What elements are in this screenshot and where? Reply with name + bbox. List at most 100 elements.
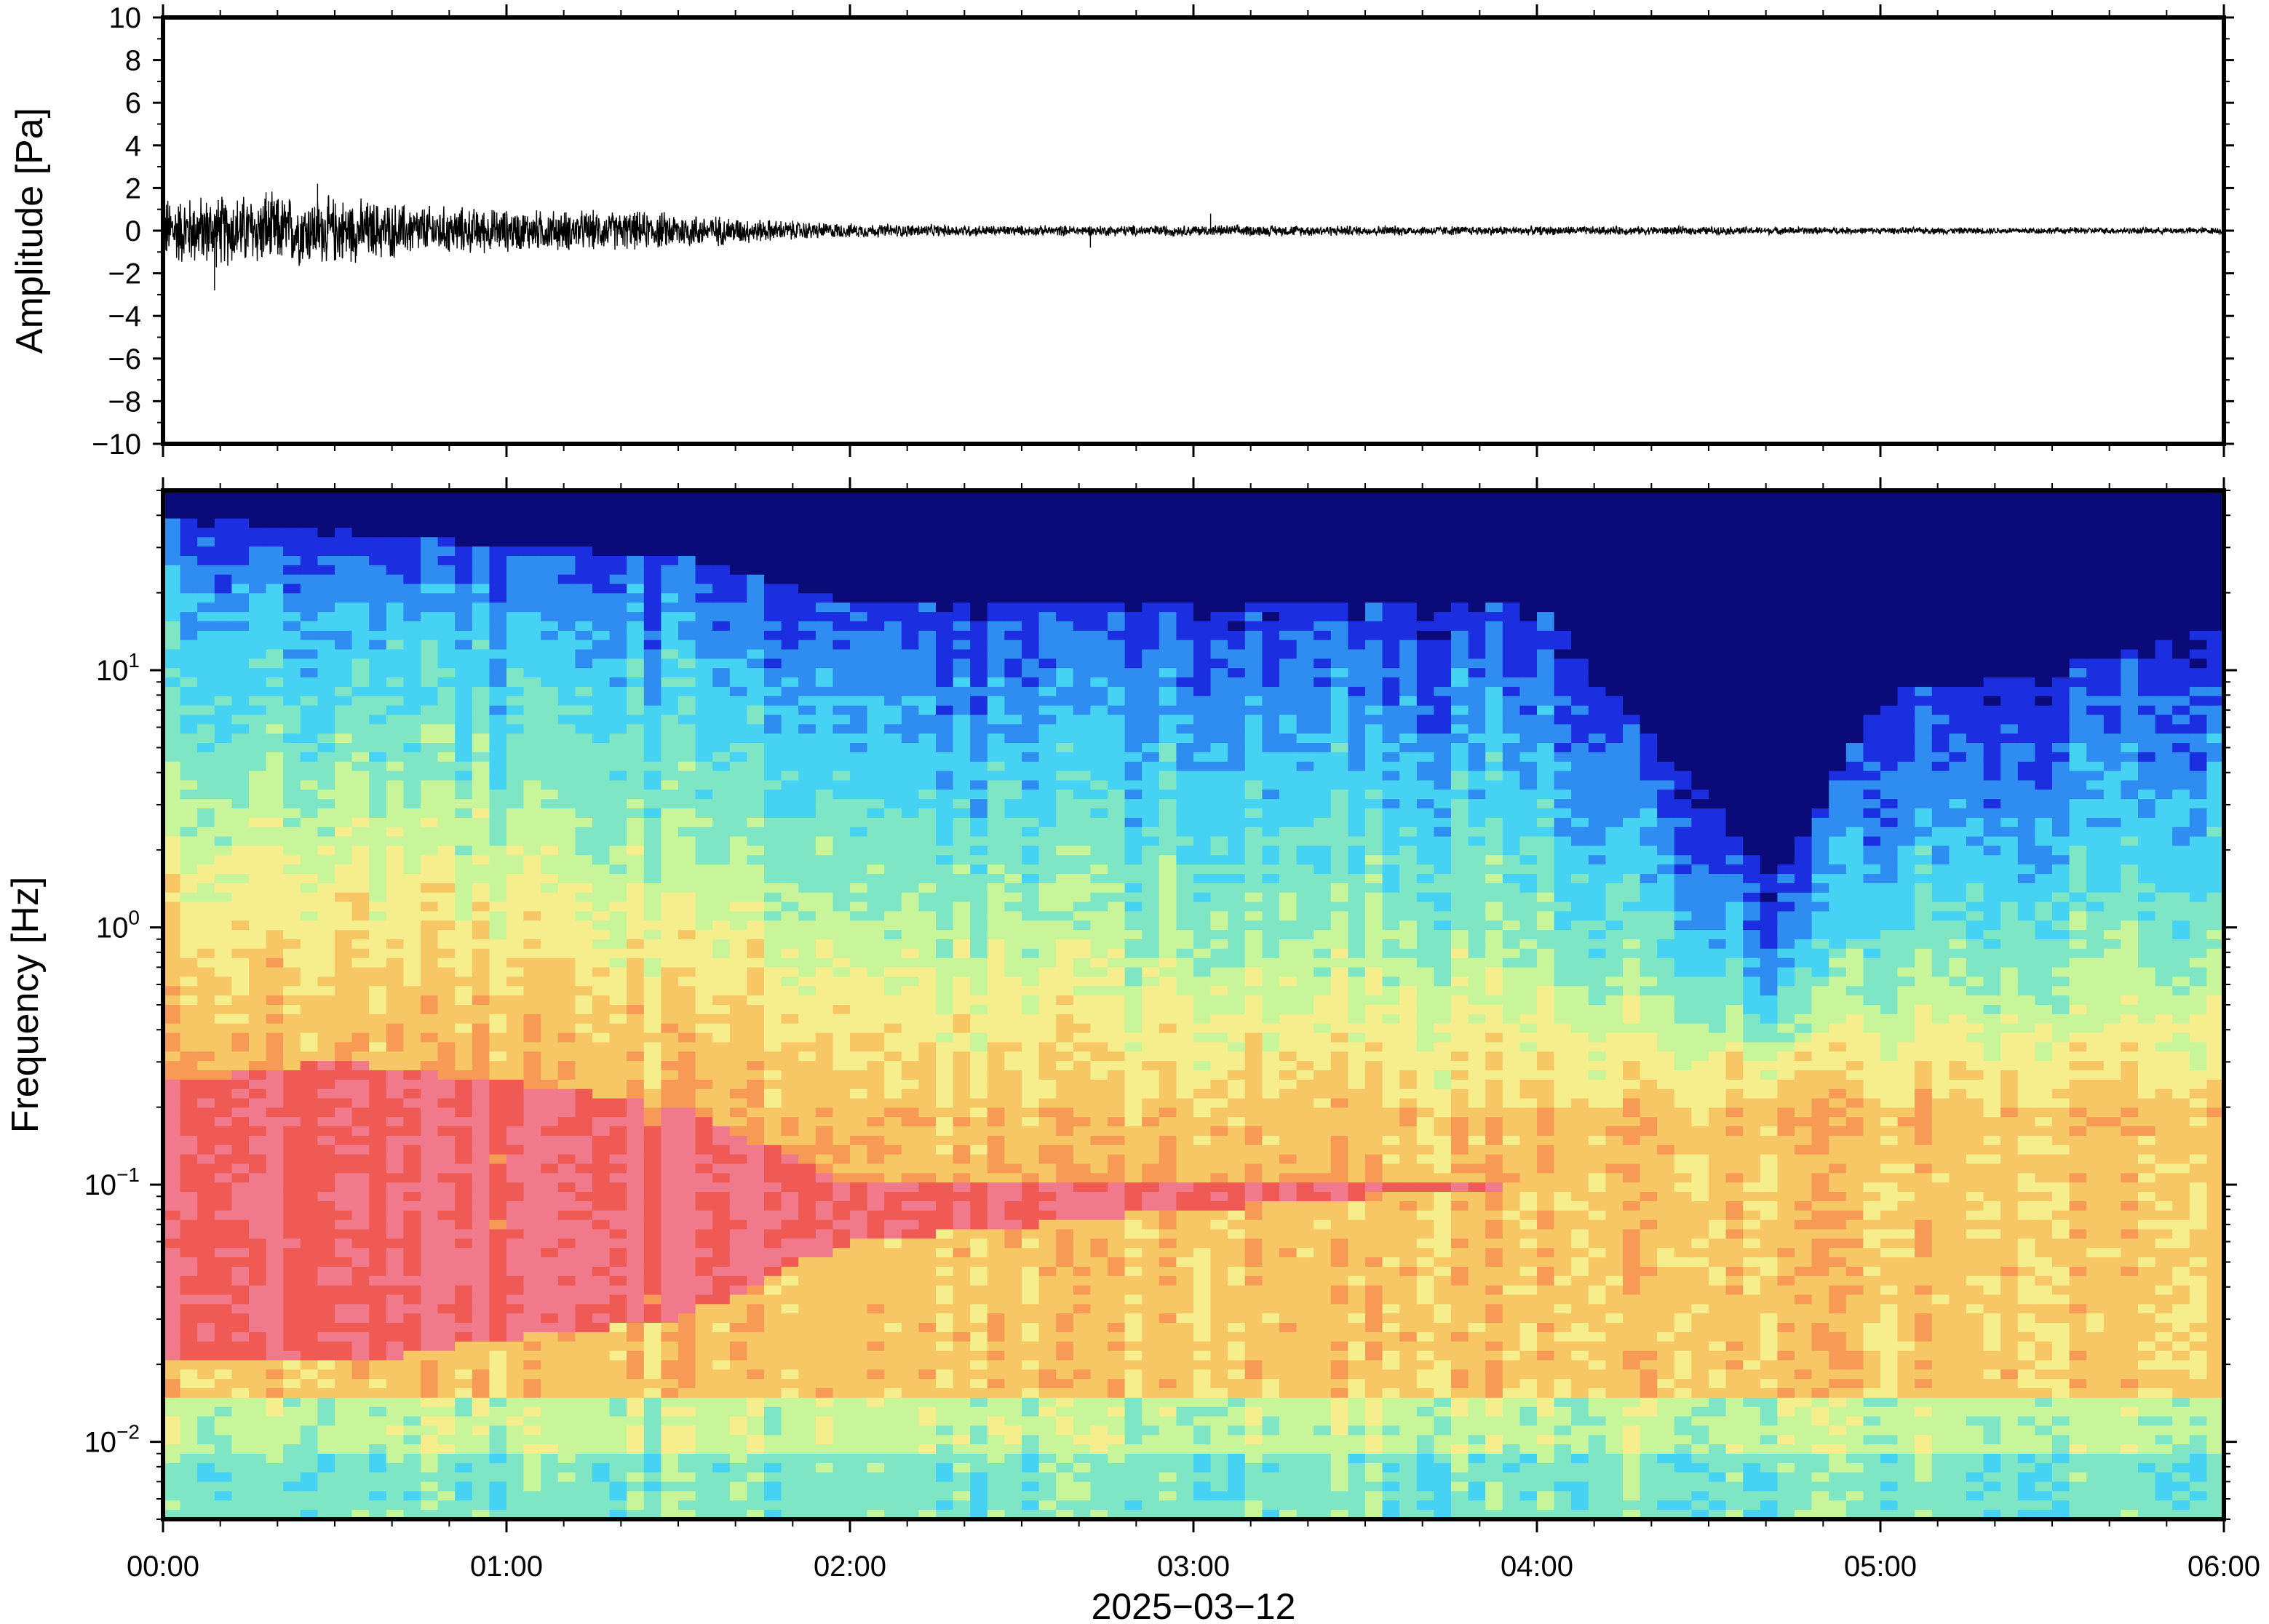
- spectrogram-cell: [541, 799, 559, 809]
- spectrogram-cell: [421, 1042, 439, 1052]
- spectrogram-cell: [901, 883, 919, 893]
- spectrogram-cell: [231, 1369, 250, 1380]
- spectrogram-cell: [283, 1500, 301, 1510]
- spectrogram-cell: [214, 948, 232, 959]
- spectrogram-cell: [781, 827, 799, 837]
- spectrogram-cell: [867, 630, 885, 641]
- spectrogram-cell: [231, 1500, 250, 1510]
- spectrogram-cell: [901, 1117, 919, 1127]
- spectrogram-cell: [335, 1462, 353, 1473]
- spectrogram-cell: [231, 1444, 250, 1454]
- spectrogram-cell: [506, 1435, 525, 1445]
- spectrogram-cell: [180, 668, 198, 678]
- spectrogram-cell: [317, 1304, 335, 1314]
- spectrogram-cell: [369, 901, 387, 912]
- spectrogram-cell: [867, 1510, 885, 1519]
- spectrogram-cell: [541, 836, 559, 847]
- spectrogram-cell: [180, 789, 198, 800]
- spectrogram-cell: [437, 1472, 456, 1483]
- spectrogram-cell: [867, 1079, 885, 1090]
- spectrogram-cell: [661, 1350, 679, 1361]
- spectrogram-cell: [317, 817, 335, 828]
- spectrogram-cell: [437, 1163, 456, 1174]
- spectrogram-cell: [867, 780, 885, 790]
- spectrogram-cell: [678, 1491, 696, 1501]
- spectrogram-cell: [455, 883, 473, 893]
- spectrogram-cell: [180, 1388, 198, 1398]
- spectrogram-cell: [695, 883, 713, 893]
- spectrogram-cell: [506, 649, 525, 659]
- spectrogram-cell: [317, 565, 335, 576]
- spectrogram-cell: [712, 602, 731, 613]
- spectrogram-cell: [403, 911, 421, 921]
- spectrogram-cell: [592, 705, 611, 716]
- spectrogram-cell: [695, 686, 713, 697]
- spectrogram-cell: [266, 1145, 284, 1155]
- spectrogram-cell: [557, 1388, 576, 1398]
- spectrogram-cell: [901, 1341, 919, 1352]
- spectrogram-cell: [712, 1341, 731, 1352]
- spectrogram-cell: [850, 780, 868, 790]
- spectrogram-cell: [197, 1369, 215, 1380]
- spectrogram-cell: [833, 1294, 851, 1305]
- spectrogram-cell: [351, 537, 370, 547]
- spectrogram-cell: [592, 874, 611, 884]
- spectrogram-cell: [386, 1350, 404, 1361]
- spectrogram-cell: [712, 518, 731, 529]
- spectrogram-cell: [592, 1182, 611, 1193]
- spectrogram-cell: [850, 892, 868, 903]
- spectrogram-cell: [386, 612, 404, 622]
- spectrogram-cell: [833, 696, 851, 706]
- spectrogram-cell: [781, 565, 799, 576]
- spectrogram-cell: [695, 958, 713, 968]
- waveform-ytick-label: 10: [109, 2, 142, 34]
- spectrogram-cell: [575, 1088, 593, 1099]
- spectrogram-cell: [557, 1126, 576, 1137]
- spectrogram-cell: [901, 808, 919, 819]
- spectrogram-cell: [764, 883, 782, 893]
- spectrogram-cell: [266, 715, 284, 725]
- spectrogram-cell: [403, 1070, 421, 1080]
- spectrogram-cell: [557, 1294, 576, 1305]
- spectrogram-cell: [283, 593, 301, 603]
- spectrogram-cell: [695, 1107, 713, 1118]
- spectrogram-cell: [163, 1481, 181, 1492]
- spectrogram-cell: [557, 528, 576, 538]
- spectrogram-cell: [351, 1491, 370, 1501]
- spectrogram-cell: [283, 1369, 301, 1380]
- spectrogram-cell: [541, 621, 559, 632]
- spectrogram-cell: [231, 1023, 250, 1034]
- spectrogram-cell: [627, 1005, 645, 1015]
- spectrogram-cell: [317, 1285, 335, 1296]
- spectrogram-cell: [231, 911, 250, 921]
- spectrogram-cell: [798, 1023, 816, 1034]
- spectrogram-cell: [180, 827, 198, 837]
- spectrogram-cell: [197, 1257, 215, 1267]
- spectrogram-cell: [643, 817, 661, 828]
- spectrogram-cell: [798, 836, 816, 847]
- spectrogram-cell: [163, 771, 181, 781]
- spectrogram-cell: [506, 1219, 525, 1230]
- spectrogram-cell: [833, 1444, 851, 1454]
- spectrogram-cell: [833, 1098, 851, 1108]
- spectrogram-cell: [557, 761, 576, 772]
- spectrogram-cell: [300, 948, 318, 959]
- spectrogram-cell: [729, 1416, 747, 1427]
- spectrogram-cell: [643, 733, 661, 744]
- spectrogram-cell: [661, 789, 679, 800]
- spectrogram-cell: [798, 780, 816, 790]
- spectrogram-cell: [231, 1491, 250, 1501]
- spectrogram-cell: [781, 1266, 799, 1277]
- spectrogram-cell: [523, 490, 541, 501]
- spectrogram-cell: [815, 874, 833, 884]
- spectrogram-cell: [541, 986, 559, 996]
- spectrogram-cell: [351, 546, 370, 557]
- spectrogram-cell: [266, 668, 284, 678]
- spectrogram-cell: [643, 1201, 661, 1211]
- spectrogram-cell: [197, 986, 215, 996]
- spectrogram-cell: [729, 1079, 747, 1090]
- spectrogram-cell: [798, 1491, 816, 1501]
- spectrogram-cell: [541, 1332, 559, 1342]
- spectrogram-cell: [575, 1135, 593, 1146]
- spectrogram-cell: [815, 845, 833, 856]
